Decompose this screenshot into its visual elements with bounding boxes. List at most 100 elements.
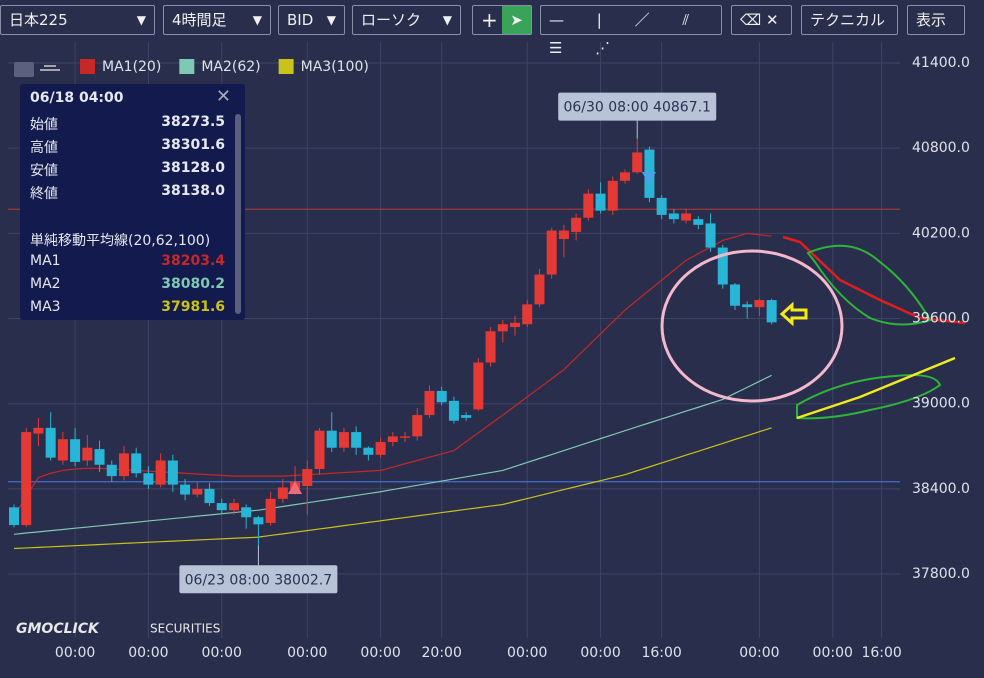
tooltip-value: 38138.0 <box>161 183 225 199</box>
legend-swatch <box>278 59 294 74</box>
tooltip-label: 高値 <box>30 140 58 156</box>
candle-body <box>9 507 19 526</box>
high-marker <box>642 172 656 185</box>
candle-body <box>717 247 728 285</box>
arrow-drawing <box>779 301 808 327</box>
drawing-tools[interactable]: — | ／ ⫽ ☰ ⋰ <box>540 5 722 57</box>
legend-swatch <box>80 59 95 74</box>
low-marker <box>288 481 302 494</box>
candle-body <box>534 274 545 305</box>
candle-body <box>253 517 264 525</box>
candle-body <box>118 453 129 477</box>
annotation-box <box>558 92 717 121</box>
ma-line <box>13 374 772 535</box>
display-button[interactable]: 表示 <box>907 5 965 35</box>
candle-body <box>277 487 288 499</box>
y-tick-label: 40800.0 <box>912 140 970 156</box>
tooltip-value: 38301.6 <box>161 137 225 153</box>
candle-body <box>583 193 594 218</box>
tooltip-label: 安値 <box>30 163 58 179</box>
menu-icon[interactable] <box>14 62 34 77</box>
tooltip-row: MA2 38080.2 <box>30 276 225 298</box>
candle-body <box>302 469 313 487</box>
timeframe: 4時間足 <box>172 11 227 29</box>
candle-body <box>497 324 508 332</box>
candle-body <box>33 427 44 434</box>
tooltip-row: 高値 38301.6 <box>30 137 225 159</box>
tooltip-label: 終値 <box>30 186 58 202</box>
x-tick-label: 00:00 <box>580 645 620 661</box>
y-tick-label: 37800.0 <box>912 566 970 582</box>
tooltip-time: 06/18 04:00 <box>30 90 124 106</box>
candle-body <box>571 217 582 232</box>
candle-body <box>632 152 643 173</box>
candle-body <box>400 436 411 438</box>
candle-body <box>167 460 178 485</box>
logo-sub: SECURITIES <box>150 622 220 636</box>
x-tick-label: 00:00 <box>507 645 547 661</box>
chart-style-select[interactable]: ローソク ▼ <box>352 5 461 35</box>
tooltip-row: MA1 38203.4 <box>30 253 225 275</box>
candle-body <box>766 300 777 323</box>
candle-body <box>473 362 484 410</box>
symbol: 日本225 <box>9 11 68 29</box>
legend-label: MA1(20) <box>102 59 161 75</box>
tooltip-row: 始値 38273.5 <box>30 114 225 136</box>
x-tick-label: 00:00 <box>360 645 400 661</box>
technical: テクニカル <box>810 11 886 29</box>
y-tick-label: 40200.0 <box>912 225 970 241</box>
candle-body <box>216 503 227 511</box>
candle-body <box>693 219 704 225</box>
chart-style: ローソク <box>361 11 422 29</box>
candle-body <box>265 498 276 523</box>
candle-body <box>180 484 191 495</box>
close-button[interactable]: ✕ <box>215 86 231 107</box>
candle-body <box>351 432 362 448</box>
yellow-drawing <box>796 356 956 420</box>
x-tick-label: 00:00 <box>287 645 327 661</box>
tooltip-label: MA1 <box>30 253 61 269</box>
candle-body <box>375 442 386 455</box>
x-tick-label: 00:00 <box>202 645 242 661</box>
tooltip-row: 安値 38128.0 <box>30 160 225 182</box>
candle-body <box>681 213 692 221</box>
symbol-select[interactable]: 日本225 ▼ <box>0 5 155 35</box>
red-drawing <box>782 235 966 325</box>
candle-body <box>656 197 667 215</box>
collapse-icon[interactable] <box>40 65 60 71</box>
candle-body <box>595 193 606 211</box>
y-tick-label: 39000.0 <box>912 396 970 412</box>
timeframe-select[interactable]: 4時間足 ▼ <box>163 5 271 35</box>
candle-body <box>94 449 105 465</box>
scrollbar[interactable] <box>235 114 241 314</box>
tooltip-value: 38203.4 <box>161 253 225 269</box>
green-drawing <box>806 244 932 326</box>
tooltip-value: 38080.2 <box>161 276 225 292</box>
candle-body <box>314 430 325 470</box>
cursor-tools[interactable]: + ➤ <box>472 5 532 35</box>
x-tick-label: 00:00 <box>128 645 168 661</box>
candle-body <box>448 400 459 421</box>
candle-body <box>387 436 398 443</box>
candle-body <box>754 300 765 308</box>
candle-body <box>705 223 716 248</box>
ma-line <box>13 427 772 550</box>
candle-body <box>338 432 349 448</box>
candle-body <box>204 488 215 504</box>
candle-body <box>143 473 154 485</box>
tooltip: 06/18 04:00 ✕ 始値 38273.5 高値 38301.6 安値 38128.… <box>20 84 245 320</box>
x-tick-label: 16:00 <box>641 645 681 661</box>
candle-body <box>131 453 142 474</box>
candle-body <box>436 390 447 403</box>
candle-body <box>558 230 569 240</box>
candle-body <box>21 432 32 526</box>
green-drawing <box>796 374 942 420</box>
erase-tools[interactable]: ⌫ ✕ <box>731 5 792 35</box>
price-type-select[interactable]: BID ▼ <box>278 5 345 35</box>
annotation-box <box>179 565 338 594</box>
y-tick-label: 39600.0 <box>912 311 970 327</box>
candle-body <box>620 172 630 181</box>
technical-button[interactable]: テクニカル <box>801 5 898 35</box>
candle-body <box>241 507 252 518</box>
candle-body <box>57 439 68 461</box>
